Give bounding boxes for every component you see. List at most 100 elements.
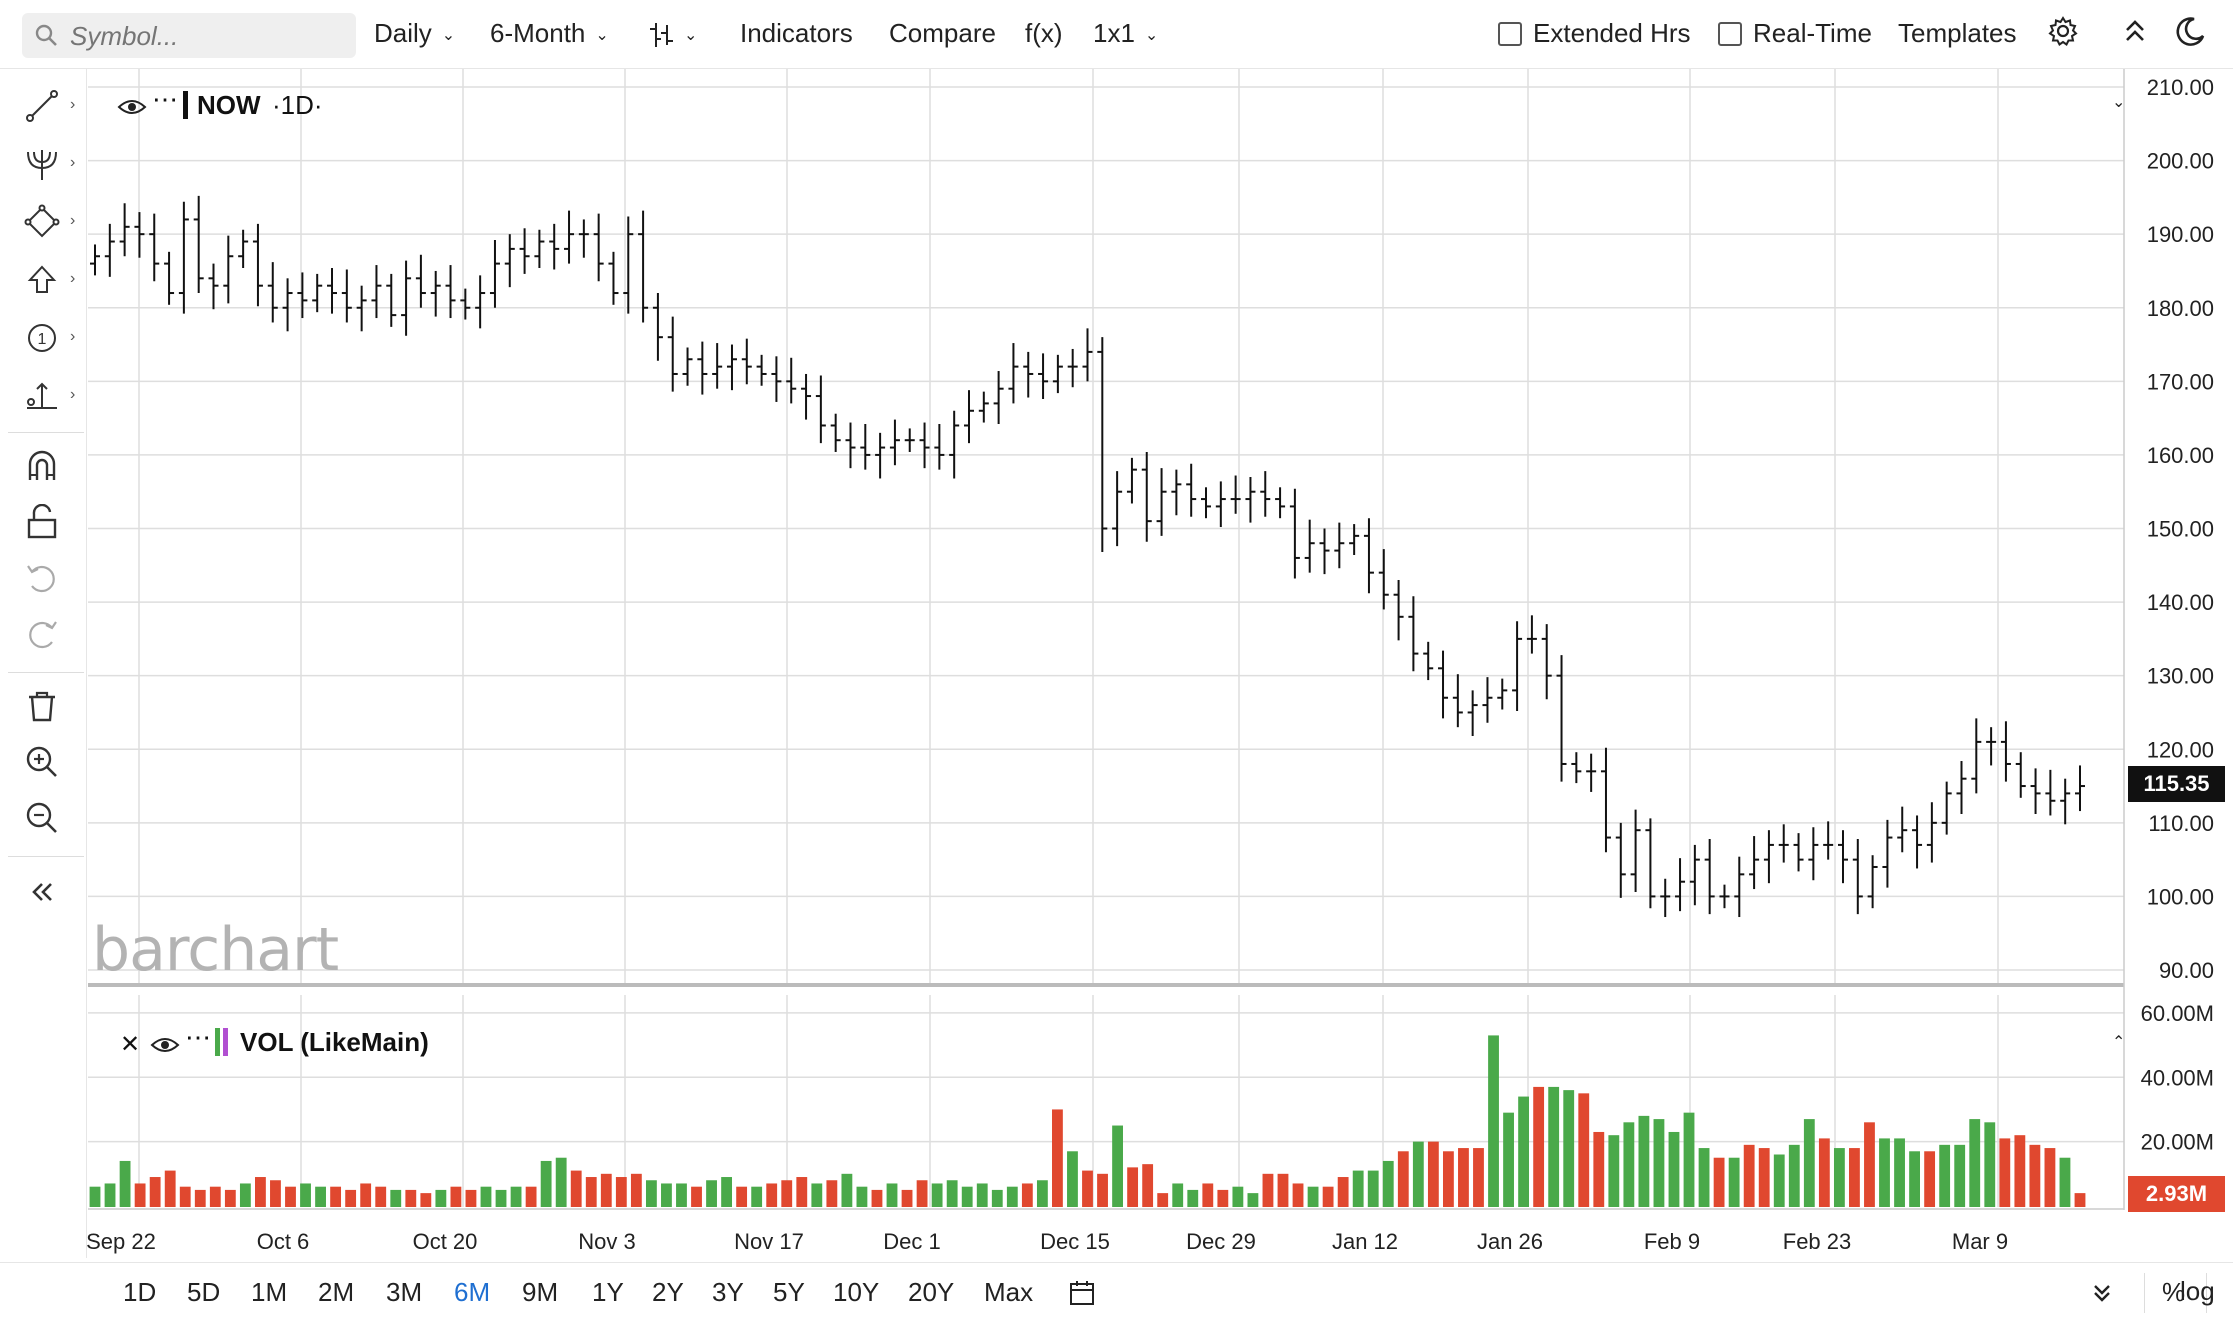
volume-bar: [1127, 1167, 1139, 1207]
ohlc-bar: [504, 234, 515, 288]
volume-bar: [89, 1186, 101, 1207]
eye-icon[interactable]: [150, 1035, 180, 1055]
volume-bar: [1503, 1112, 1514, 1207]
chevron-right-icon[interactable]: ›: [70, 386, 76, 403]
range-3m[interactable]: 3M: [386, 1277, 423, 1307]
shape-icon[interactable]: [24, 204, 60, 240]
number-marker-icon[interactable]: 1: [24, 320, 60, 356]
volume-bar: [315, 1186, 326, 1207]
arrow-up-icon[interactable]: [24, 262, 60, 298]
symbol-search[interactable]: [22, 13, 356, 58]
volume-bar: [2059, 1157, 2071, 1207]
chevron-right-icon[interactable]: ›: [70, 328, 76, 345]
ohlc-bar: [1763, 830, 1774, 884]
trendline-icon[interactable]: [24, 88, 60, 124]
indicators-button[interactable]: Indicators: [740, 18, 853, 48]
collapse-up-icon[interactable]: [2120, 16, 2150, 46]
unlock-icon[interactable]: [24, 504, 60, 540]
toolbar-divider: [8, 856, 84, 857]
volume-bar: [1683, 1112, 1695, 1207]
range-5d[interactable]: 5D: [187, 1277, 221, 1307]
ohlc-bar: [1215, 481, 1226, 528]
ohlc-bar: [90, 244, 100, 276]
extended-hrs-checkbox[interactable]: [1498, 22, 1522, 46]
ohlc-bar: [1126, 457, 1137, 504]
ohlc-bar: [2060, 778, 2071, 825]
pitchfork-icon[interactable]: [24, 146, 60, 182]
symbol-search-input[interactable]: [68, 19, 342, 53]
volume-bar: [345, 1189, 357, 1207]
range-5y[interactable]: 5Y: [773, 1277, 805, 1307]
ohlc-bar: [282, 278, 293, 332]
chevron-up-icon[interactable]: ⌃: [2112, 1034, 2126, 1051]
range-3y[interactable]: 3Y: [712, 1277, 744, 1307]
volume-bar: [736, 1186, 748, 1207]
ohlc-bar: [1571, 752, 1582, 784]
range-1m[interactable]: 1M: [251, 1277, 288, 1307]
compare-button[interactable]: Compare: [889, 18, 996, 48]
chevron-right-icon[interactable]: ›: [70, 212, 76, 229]
ohlc-bar: [1230, 475, 1241, 514]
real-time-checkbox[interactable]: [1718, 22, 1742, 46]
chevron-right-icon[interactable]: ›: [70, 270, 76, 287]
function-button[interactable]: f(x): [1025, 18, 1063, 48]
more-options-icon[interactable]: ⋯: [185, 1022, 211, 1052]
volume-bar: [1788, 1144, 1800, 1207]
x-tick-label: Dec 1: [883, 1229, 940, 1254]
volume-bar: [1533, 1086, 1545, 1207]
period-dropdown[interactable]: 6-Month ⌄: [490, 18, 609, 49]
range-10y[interactable]: 10Y: [833, 1277, 880, 1307]
gear-icon[interactable]: [2048, 16, 2078, 46]
chevron-right-icon[interactable]: ›: [70, 154, 76, 171]
volume-bar: [1773, 1154, 1785, 1207]
zoom-out-icon[interactable]: [24, 800, 60, 836]
volume-bar: [525, 1186, 537, 1207]
redo-icon[interactable]: [24, 616, 60, 652]
magnet-icon[interactable]: [24, 448, 60, 484]
ohlc-bar: [1082, 328, 1093, 382]
extended-hrs-label[interactable]: Extended Hrs: [1533, 18, 1691, 48]
range-20y[interactable]: 20Y: [908, 1277, 955, 1307]
undo-icon[interactable]: [24, 560, 60, 596]
ohlc-bar: [193, 195, 204, 294]
dark-mode-moon-icon[interactable]: [2174, 16, 2206, 48]
volume-bar: [390, 1189, 402, 1207]
range-max[interactable]: Max: [984, 1277, 1034, 1307]
volume-bar: [1698, 1148, 1710, 1207]
range-2m[interactable]: 2M: [318, 1277, 355, 1307]
layout-dropdown[interactable]: 1x1 ⌄: [1093, 18, 1158, 49]
log-toggle[interactable]: log: [2180, 1276, 2215, 1306]
chart-type-dropdown[interactable]: ⌄: [648, 18, 697, 49]
range-2y[interactable]: 2Y: [652, 1277, 684, 1307]
zoom-in-icon[interactable]: [24, 744, 60, 780]
ohlc-bar: [2075, 765, 2085, 812]
volume-bar: [104, 1183, 116, 1207]
percent-toggle[interactable]: %: [2162, 1277, 2186, 1307]
ohlc-bar: [489, 240, 500, 308]
templates-button[interactable]: Templates: [1898, 18, 2017, 48]
range-6m[interactable]: 6M: [454, 1277, 491, 1307]
chevron-right-icon[interactable]: ›: [70, 96, 76, 113]
interval-dropdown[interactable]: Daily ⌄: [374, 18, 455, 49]
chevron-down-icon[interactable]: ⌄: [2112, 94, 2126, 111]
more-options-icon[interactable]: ⋯: [152, 84, 178, 114]
collapse-left-icon[interactable]: [24, 874, 60, 910]
real-time-label[interactable]: Real-Time: [1753, 18, 1872, 48]
calendar-icon[interactable]: [1068, 1279, 1096, 1307]
ohlc-bar: [1512, 621, 1523, 711]
close-icon[interactable]: ✕: [120, 1031, 141, 1058]
ohlc-bar: [2030, 768, 2041, 815]
measure-icon[interactable]: [24, 378, 60, 414]
double-chevron-down-icon[interactable]: [2090, 1281, 2114, 1305]
volume-tick-label: 60.00M: [2141, 1001, 2214, 1026]
ohlc-bar: [104, 223, 115, 277]
range-1d[interactable]: 1D: [123, 1277, 157, 1307]
volume-bar: [435, 1189, 447, 1207]
range-1y[interactable]: 1Y: [592, 1277, 624, 1307]
volume-bar: [1999, 1138, 2011, 1207]
ohlc-bar: [460, 288, 471, 320]
eye-icon[interactable]: [117, 97, 147, 117]
range-9m[interactable]: 9M: [522, 1277, 559, 1307]
trash-icon[interactable]: [24, 688, 60, 724]
